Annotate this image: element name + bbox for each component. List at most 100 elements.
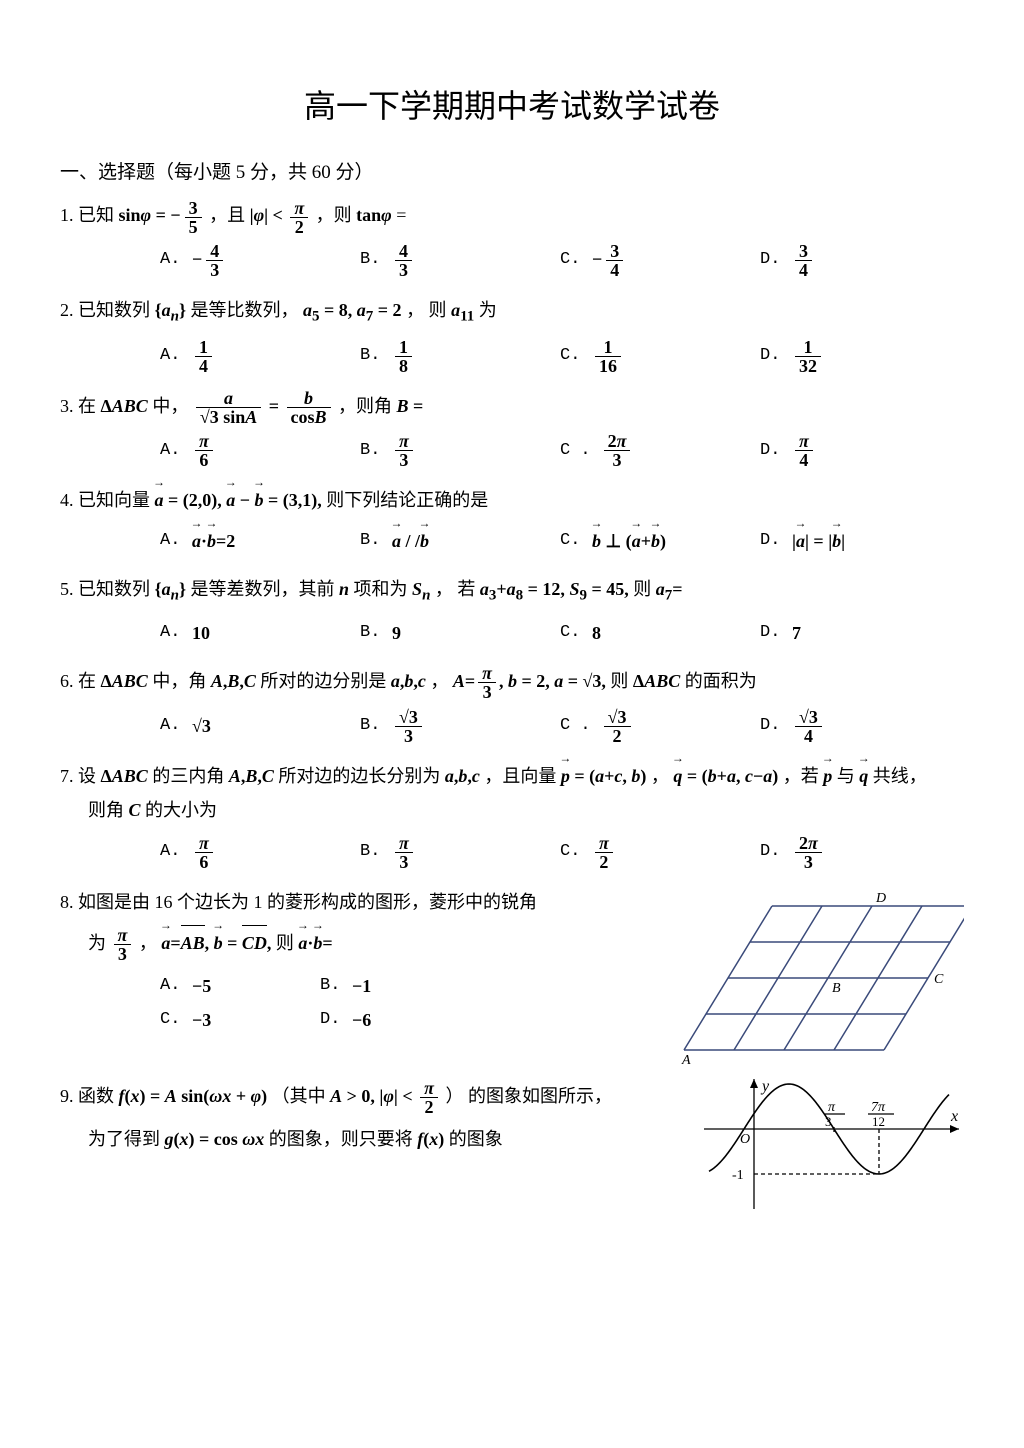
svg-text:A: A bbox=[681, 1053, 691, 1065]
text: 6. 在 bbox=[60, 671, 101, 691]
section-header: 一、选择题（每小题 5 分，共 60 分） bbox=[60, 157, 964, 184]
opt-label: D. bbox=[760, 435, 782, 467]
text: 的图象 bbox=[449, 1129, 503, 1149]
opt-label: B. bbox=[360, 244, 382, 276]
text: （其中 bbox=[272, 1086, 331, 1106]
q8-diagram: A B C D bbox=[664, 885, 964, 1065]
opt-label: B. bbox=[360, 836, 382, 868]
opt-label: A. bbox=[160, 340, 182, 372]
text: 所对的边分别是 bbox=[260, 671, 391, 691]
text: 共线， bbox=[873, 766, 927, 786]
text: 7. 设 bbox=[60, 766, 101, 786]
opt-label: C. bbox=[160, 1004, 182, 1036]
q8-options: A.−5 B.−1 C.−3 D.−6 bbox=[160, 969, 644, 1037]
opt-label: C. bbox=[560, 244, 582, 276]
text: 为 bbox=[88, 933, 111, 953]
q3-options: A.π6 B.π3 C .2π3 D.π4 bbox=[160, 432, 964, 469]
opt-label: B. bbox=[320, 970, 342, 1002]
text: ， bbox=[139, 933, 157, 953]
text: 3. 在 bbox=[60, 396, 101, 416]
q9-stem2: 为了得到 g(x) = cos ωx 的图象，则只要将 f(x) 的图象 bbox=[88, 1122, 684, 1156]
opt-label: C. bbox=[560, 617, 582, 649]
opt-label: D. bbox=[760, 617, 782, 649]
opt-label: B. bbox=[360, 435, 382, 467]
svg-text:12: 12 bbox=[872, 1114, 885, 1129]
text: 的图象，则只要将 bbox=[269, 1129, 418, 1149]
svg-text:y: y bbox=[760, 1079, 770, 1095]
question-4: 4. 已知向量 a = (2,0), a − b = (3,1), 则下列结论正… bbox=[60, 483, 964, 557]
question-7: 7. 设 ΔABC 的三内角 A,B,C 所对边的边长分别为 a,b,c ，且向… bbox=[60, 759, 964, 871]
text: 则 bbox=[276, 933, 299, 953]
text: 则 bbox=[633, 579, 656, 599]
text: ） 的图象如图所示， bbox=[445, 1086, 612, 1106]
question-2: 2. 已知数列 {an} 是等比数列， a5 = 8, a7 = 2 ， 则 a… bbox=[60, 293, 964, 374]
text: 为 bbox=[479, 300, 497, 320]
question-6: 6. 在 ΔABC 中，角 A,B,C 所对的边分别是 a,b,c ， A=π3… bbox=[60, 664, 964, 745]
text: 中， bbox=[152, 396, 188, 416]
q9-diagram: π37π12-1xyO bbox=[704, 1079, 964, 1229]
q1-stem: 1. 已知 sinφ = −35 ，且 |φ| < π2 ，则 tanφ = bbox=[60, 198, 964, 235]
q7-options: A.π6 B.π3 C.π2 D.2π3 bbox=[160, 833, 964, 870]
text: ， 若 bbox=[435, 579, 480, 599]
opt-label: C . bbox=[560, 710, 591, 742]
text: 是等差数列，其前 bbox=[191, 579, 340, 599]
opt-label: C . bbox=[560, 435, 591, 467]
text: 的面积为 bbox=[685, 671, 757, 691]
text: 所对边的边长分别为 bbox=[278, 766, 445, 786]
question-5: 5. 已知数列 {an} 是等差数列，其前 n 项和为 Sn ， 若 a3+a8… bbox=[60, 572, 964, 650]
svg-text:B: B bbox=[832, 981, 841, 996]
text: = bbox=[396, 205, 406, 225]
text: 为了得到 bbox=[88, 1129, 165, 1149]
opt-val: 8 bbox=[592, 616, 601, 650]
text: 2. 已知数列 bbox=[60, 300, 155, 320]
opt-label: D. bbox=[760, 710, 782, 742]
question-9: 9. 函数 f(x) = A sin(ωx + φ) （其中 A > 0, |φ… bbox=[60, 1079, 964, 1229]
text: 与 bbox=[837, 766, 860, 786]
text: ， 则 bbox=[406, 300, 451, 320]
opt-label: B. bbox=[360, 617, 382, 649]
opt-label: A. bbox=[160, 617, 182, 649]
q2-options: A.14 B.18 C.116 D.132 bbox=[160, 337, 964, 374]
text: 的三内角 bbox=[152, 766, 229, 786]
opt-val: −3 bbox=[192, 1003, 211, 1037]
text: ， bbox=[430, 671, 453, 691]
text: 则下列结论正确的是 bbox=[326, 490, 488, 510]
svg-text:3: 3 bbox=[825, 1114, 832, 1129]
page-title: 高一下学期期中考试数学试卷 bbox=[60, 81, 964, 127]
q3-stem: 3. 在 ΔABC 中， a√3 sinA = bcosB ，则角 B = bbox=[60, 389, 964, 426]
svg-text:C: C bbox=[934, 972, 944, 987]
opt-label: D. bbox=[320, 1004, 342, 1036]
opt-val: −5 bbox=[192, 969, 211, 1003]
opt-label: A. bbox=[160, 710, 182, 742]
q2-stem: 2. 已知数列 {an} 是等比数列， a5 = 8, a7 = 2 ， 则 a… bbox=[60, 293, 964, 331]
svg-text:-1: -1 bbox=[732, 1168, 744, 1183]
q1-options: A.−43 B.43 C.−34 D.34 bbox=[160, 242, 964, 279]
q6-stem: 6. 在 ΔABC 中，角 A,B,C 所对的边分别是 a,b,c ， A=π3… bbox=[60, 664, 964, 701]
text: 则角 bbox=[88, 800, 129, 820]
q8-stem2: 为 π3 ， a=AB, b = CD, 则 a·b= bbox=[88, 925, 644, 963]
opt-val: −6 bbox=[352, 1003, 371, 1037]
svg-text:O: O bbox=[740, 1132, 750, 1147]
opt-val: −1 bbox=[352, 969, 371, 1003]
text: 5. 已知数列 bbox=[60, 579, 155, 599]
opt-label: C. bbox=[560, 836, 582, 868]
svg-text:π: π bbox=[828, 1100, 836, 1115]
text: ， bbox=[651, 766, 674, 786]
q5-options: A.10 B.9 C.8 D.7 bbox=[160, 616, 964, 650]
text: ，则 bbox=[316, 205, 357, 225]
question-8: 8. 如图是由 16 个边长为 1 的菱形构成的图形，菱形中的锐角 为 π3 ，… bbox=[60, 885, 964, 1065]
question-3: 3. 在 ΔABC 中， a√3 sinA = bcosB ，则角 B = A.… bbox=[60, 389, 964, 470]
opt-label: D. bbox=[760, 340, 782, 372]
text: ，则角 bbox=[338, 396, 397, 416]
text: 中，角 bbox=[152, 671, 211, 691]
q9-stem: 9. 函数 f(x) = A sin(ωx + φ) （其中 A > 0, |φ… bbox=[60, 1079, 684, 1116]
svg-text:7π: 7π bbox=[871, 1100, 886, 1115]
text: 9. 函数 bbox=[60, 1086, 119, 1106]
opt-label: A. bbox=[160, 836, 182, 868]
opt-label: C. bbox=[560, 525, 582, 557]
q5-stem: 5. 已知数列 {an} 是等差数列，其前 n 项和为 Sn ， 若 a3+a8… bbox=[60, 572, 964, 610]
text: ，且向量 bbox=[484, 766, 561, 786]
text: 1. 已知 bbox=[60, 205, 119, 225]
opt-label: A. bbox=[160, 525, 182, 557]
svg-text:D: D bbox=[875, 891, 886, 906]
